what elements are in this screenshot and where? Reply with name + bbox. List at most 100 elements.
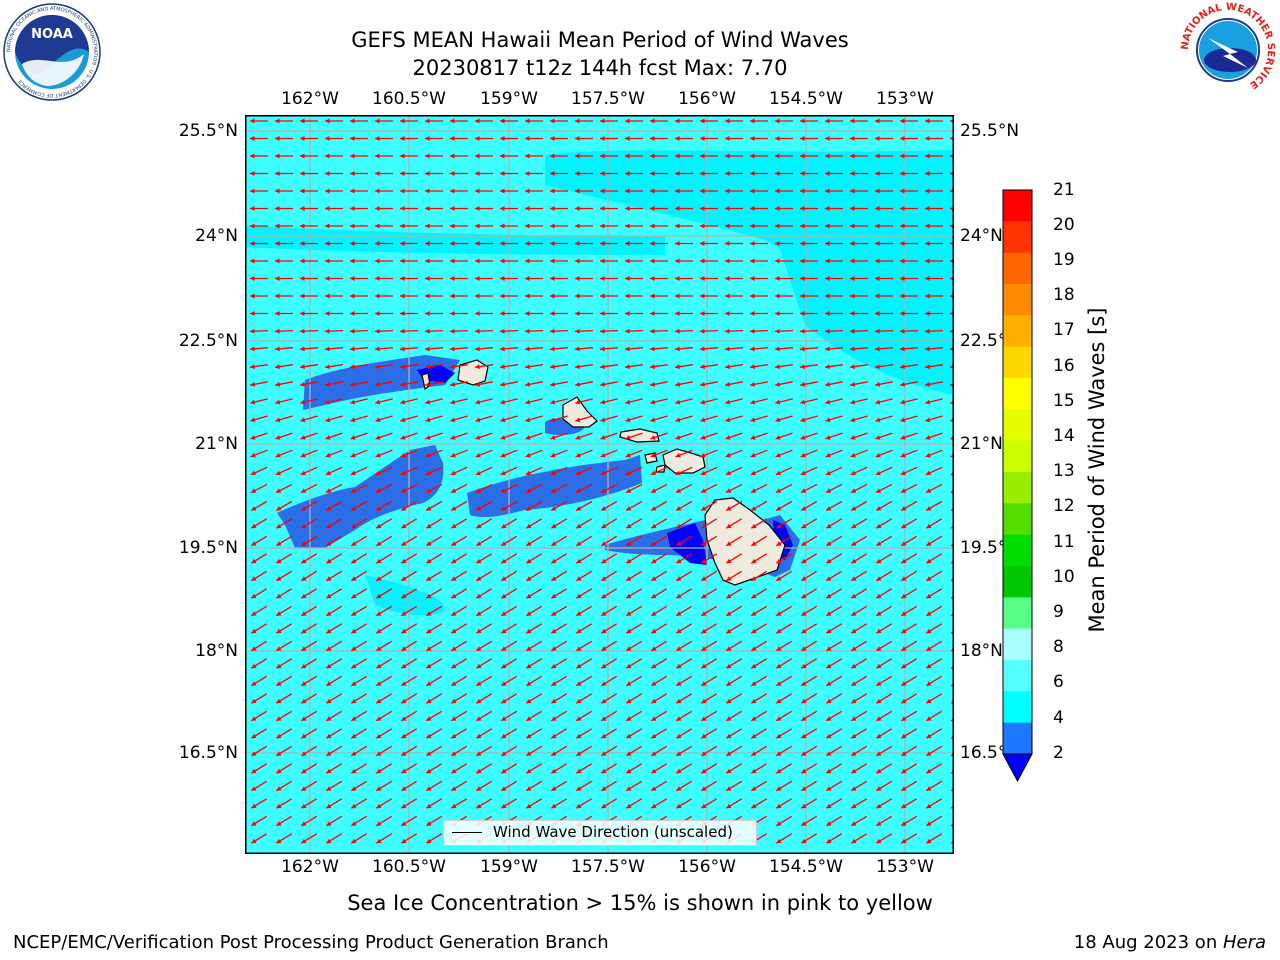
wind-wave-arrowhead (925, 452, 931, 458)
wind-wave-arrowhead (725, 328, 730, 334)
wind-wave-arrowhead (776, 593, 782, 599)
wind-wave-arrowhead (426, 698, 432, 704)
wind-wave-arrowhead (251, 786, 257, 791)
lon-tick-bottom: 160.5°W (372, 857, 446, 877)
wind-wave-arrowhead (475, 470, 481, 476)
wind-wave-arrowhead (900, 452, 906, 458)
colorbar-segment (1003, 597, 1032, 630)
wind-wave-arrowhead (700, 435, 706, 440)
wind-wave-arrowhead (451, 541, 457, 546)
wind-wave-arrowhead (525, 417, 531, 423)
wind-wave-arrowhead (600, 153, 605, 159)
wind-wave-arrowhead (851, 663, 857, 669)
wind-wave-arrowhead (426, 733, 432, 739)
wind-wave-arrowhead (700, 171, 705, 176)
wind-wave-arrowhead (575, 381, 580, 387)
wind-wave-arrowhead (500, 311, 505, 316)
wind-wave-arrowhead (500, 452, 506, 458)
wind-wave-arrowhead (925, 136, 930, 141)
wind-wave-arrowhead (725, 276, 730, 281)
wind-wave-arrowhead (350, 188, 355, 194)
wind-wave-arrowhead (700, 188, 705, 194)
wind-wave-arrowhead (501, 488, 507, 493)
wind-wave-arrowhead (550, 223, 555, 229)
wind-wave-arrowhead (725, 136, 730, 141)
wind-wave-arrowhead (475, 171, 480, 176)
wind-wave-arrowhead (376, 628, 382, 634)
wind-wave-arrowhead (675, 417, 681, 423)
wind-wave-arrowhead (925, 470, 931, 476)
wind-wave-arrowhead (326, 751, 332, 756)
wind-wave-arrowhead (326, 628, 332, 634)
wind-wave-arrowhead (351, 821, 357, 826)
wind-wave-arrowhead (876, 803, 882, 809)
wind-wave-arrowhead (926, 681, 932, 686)
wind-wave-arrowhead (425, 293, 430, 299)
wind-wave-arrowhead (850, 136, 855, 141)
wind-wave-arrowhead (650, 136, 655, 141)
wind-wave-arrowhead (775, 364, 780, 370)
wind-wave-arrowhead (401, 506, 407, 511)
wind-wave-arrowhead (726, 786, 732, 791)
wind-wave-arrowhead (425, 206, 430, 211)
wind-wave-arrowhead (326, 558, 332, 564)
wind-wave-arrowhead (875, 258, 880, 264)
wind-wave-arrowhead (551, 488, 557, 493)
wind-wave-arrowhead (750, 399, 756, 405)
wind-wave-arrowhead (550, 381, 555, 387)
wind-wave-arrowhead (600, 399, 606, 405)
wind-wave-arrowhead (750, 171, 755, 176)
wind-wave-arrowhead (525, 241, 530, 246)
wind-wave-arrowhead (926, 628, 932, 634)
wind-wave-arrowhead (926, 576, 932, 581)
wind-wave-arrowhead (875, 206, 880, 211)
wind-wave-arrowhead (851, 681, 857, 686)
wind-wave-arrowhead (501, 786, 507, 791)
wind-wave-arrowhead (426, 768, 432, 774)
wind-wave-arrowhead (501, 768, 507, 774)
wind-wave-arrowhead (376, 786, 382, 791)
wind-wave-arrowhead (251, 488, 257, 493)
wind-wave-arrowhead (851, 768, 857, 774)
wind-wave-arrowhead (626, 663, 632, 669)
wind-wave-arrowhead (925, 435, 931, 440)
wind-wave-arrowhead (876, 506, 882, 511)
wind-wave-arrowhead (775, 241, 780, 246)
wind-wave-arrowhead (426, 611, 432, 616)
wind-wave-arrowhead (726, 488, 732, 493)
wind-wave-arrowhead (625, 328, 630, 334)
wind-wave-arrowhead (825, 241, 830, 246)
wind-wave-arrowhead (925, 381, 930, 387)
lat-tick-left: 18°N (195, 641, 238, 661)
wind-wave-arrowhead (600, 136, 605, 141)
wind-wave-arrowhead (301, 716, 307, 721)
wind-wave-arrowhead (625, 276, 630, 281)
wind-wave-arrowhead (276, 593, 282, 599)
wind-wave-arrows (249, 118, 954, 844)
wind-wave-arrowhead (376, 716, 382, 721)
wind-wave-arrowhead (575, 311, 580, 316)
wind-wave-arrowhead (401, 698, 407, 704)
wind-wave-arrowhead (625, 470, 631, 476)
wind-wave-arrowhead (676, 611, 682, 616)
wind-wave-arrowhead (426, 488, 432, 493)
wind-wave-arrowhead (601, 786, 607, 791)
wind-wave-arrowhead (476, 646, 482, 651)
wind-wave-arrowhead (726, 628, 732, 634)
wind-wave-arrowhead (526, 576, 532, 581)
wind-wave-arrowhead (701, 576, 707, 581)
wind-wave-arrowhead (276, 628, 282, 634)
wind-wave-arrowhead (901, 733, 907, 739)
footer-right: 18 Aug 2023 on Hera (1074, 932, 1266, 953)
wind-wave-arrowhead (726, 768, 732, 774)
wind-wave-arrowhead (900, 258, 905, 264)
wind-wave-arrowhead (375, 470, 381, 476)
wind-wave-arrowhead (626, 803, 632, 809)
wind-wave-arrowhead (750, 258, 755, 264)
wind-wave-arrowhead (575, 241, 580, 246)
wind-wave-arrowhead (450, 417, 456, 423)
wind-wave-arrowhead (576, 733, 582, 739)
wind-wave-arrowhead (650, 452, 656, 458)
wind-wave-arrowhead (300, 328, 305, 334)
wind-wave-arrowhead (401, 768, 407, 774)
